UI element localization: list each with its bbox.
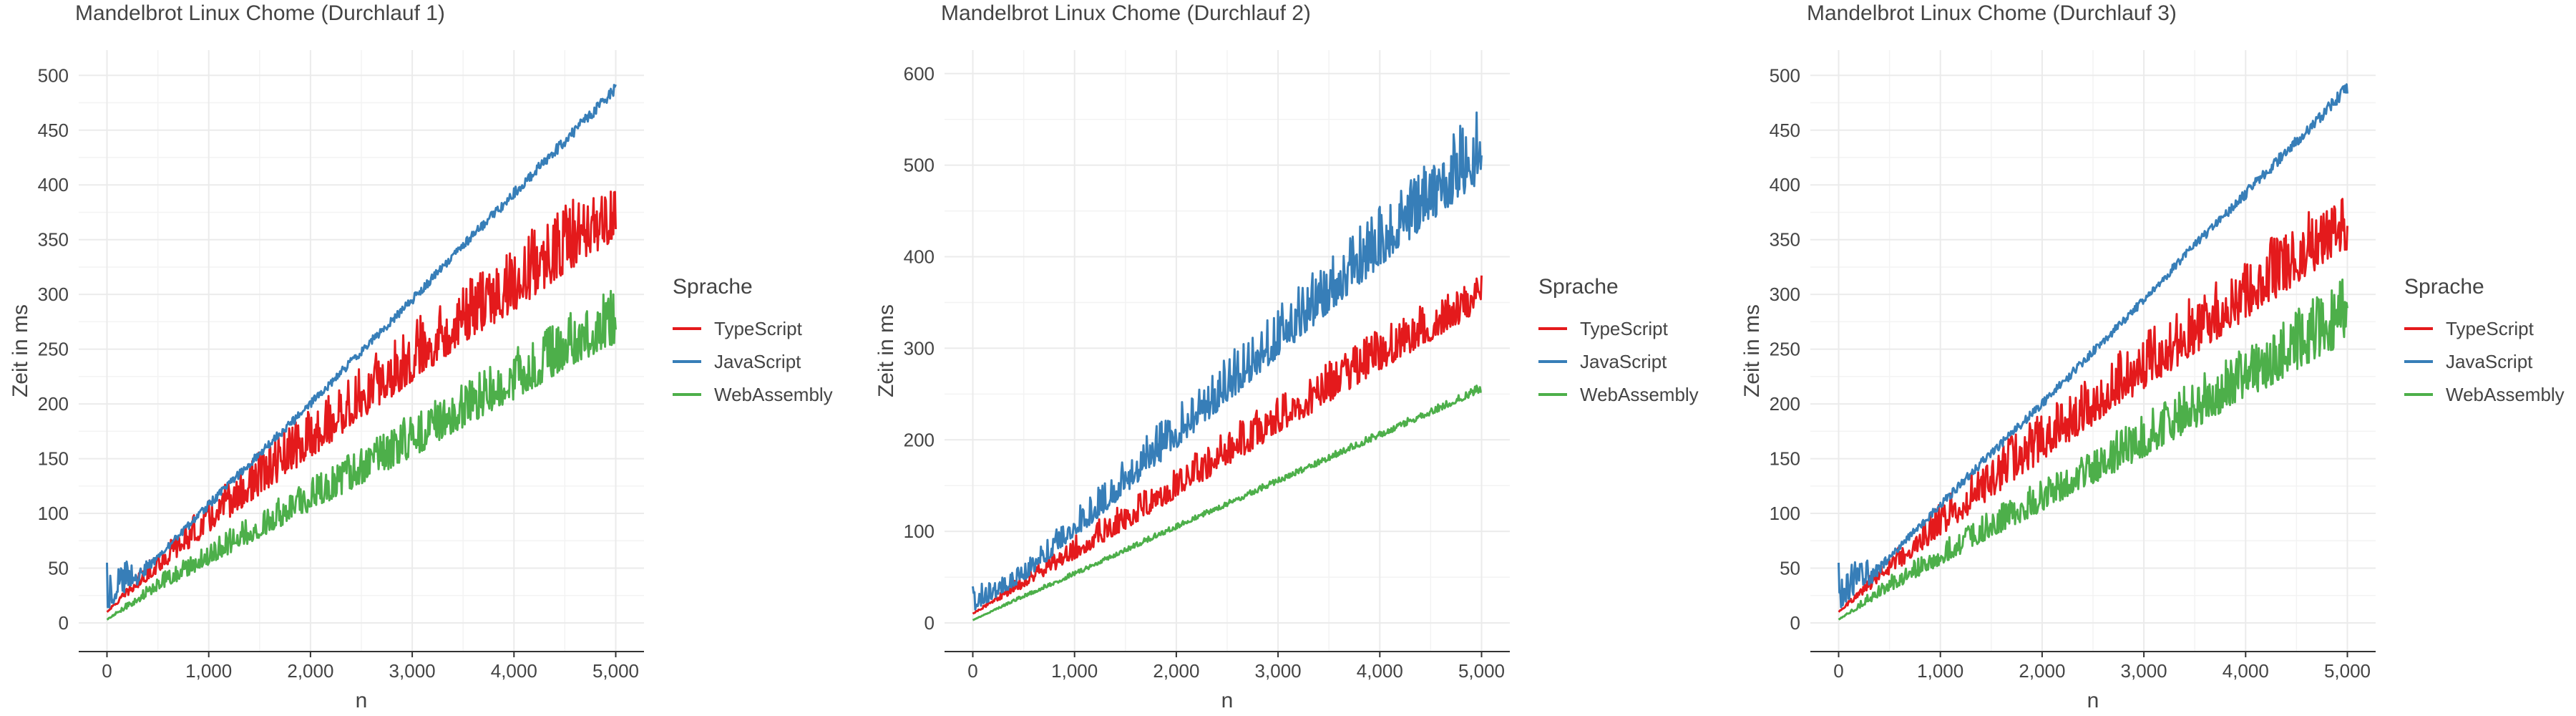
series-line-typescript [972, 275, 1483, 615]
y-tick-label: 0 [924, 612, 935, 634]
x-tick-label: 2,000 [2019, 660, 2065, 682]
chart-panel-1: Mandelbrot Linux Chome (Durchlauf 1) 0 1,0… [9, 1, 833, 712]
y-tick-label: 250 [1770, 339, 1800, 360]
y-tick-label: 0 [1790, 612, 1800, 634]
series-line-webassembly [106, 289, 617, 621]
y-tick-label: 350 [38, 229, 69, 251]
legend-title: Sprache [673, 275, 753, 299]
x-tick-label: 1,000 [1917, 660, 1963, 682]
chart-panel-3: Mandelbrot Linux Chome (Durchlauf 3) 0 1,0… [1740, 1, 2565, 712]
legend-label: JavaScript [714, 351, 801, 372]
series-line-webassembly [1838, 279, 2348, 621]
x-tick-label: 5,000 [592, 660, 639, 682]
y-tick-label: 300 [1770, 284, 1800, 305]
legend-label: WebAssembly [714, 384, 833, 405]
x-tick-label: 5,000 [2324, 660, 2371, 682]
legend-title: Sprache [1538, 275, 1619, 299]
y-axis-label: Zeit in ms [9, 304, 32, 397]
series-line-typescript [1838, 198, 2348, 613]
x-tick-label: 4,000 [2223, 660, 2269, 682]
y-tick-label: 600 [904, 63, 935, 84]
y-tick-label: 400 [38, 174, 69, 195]
y-tick-label: 300 [904, 337, 935, 359]
y-tick-label: 200 [1770, 393, 1800, 415]
y-tick-label: 100 [38, 503, 69, 524]
y-tick-label: 450 [1770, 120, 1800, 141]
y-tick-label: 0 [59, 612, 69, 634]
series-line-webassembly [972, 384, 1482, 621]
x-tick-label: 1,000 [1051, 660, 1098, 682]
series-line-typescript [106, 190, 617, 613]
x-tick-label: 1,000 [185, 660, 232, 682]
y-tick-label: 200 [904, 429, 935, 450]
legend-label: WebAssembly [2446, 384, 2565, 405]
y-tick-label: 150 [38, 448, 69, 470]
y-tick-label: 150 [1770, 448, 1800, 470]
y-tick-label: 350 [1770, 229, 1800, 251]
legend-label: TypeScript [2446, 318, 2534, 339]
x-tick-label: 5,000 [1458, 660, 1505, 682]
y-tick-label: 200 [38, 393, 69, 415]
y-tick-label: 450 [38, 120, 69, 141]
y-tick-label: 300 [38, 284, 69, 305]
y-tick-label: 500 [38, 64, 69, 86]
legend-label: JavaScript [2446, 351, 2533, 372]
x-tick-label: 2,000 [287, 660, 333, 682]
x-tick-label: 4,000 [491, 660, 537, 682]
y-axis-label: Zeit in ms [1740, 304, 1764, 397]
x-tick-label: 0 [102, 660, 112, 682]
series-line-javascript [1838, 83, 2348, 609]
legend-label: JavaScript [1580, 351, 1667, 372]
x-tick-label: 3,000 [1255, 660, 1302, 682]
y-tick-label: 100 [1770, 503, 1800, 524]
y-tick-label: 50 [48, 558, 69, 579]
legend-label: TypeScript [1580, 318, 1669, 339]
y-axis-label: Zeit in ms [874, 304, 898, 397]
y-tick-label: 100 [904, 521, 935, 542]
y-tick-label: 400 [1770, 174, 1800, 195]
x-tick-label: 2,000 [1153, 660, 1199, 682]
y-tick-label: 500 [1770, 64, 1800, 86]
chart-panel-2: Mandelbrot Linux Chome (Durchlauf 2) 0 1,0… [874, 1, 1699, 712]
chart-title: Mandelbrot Linux Chome (Durchlauf 2) [941, 1, 1311, 25]
x-axis-label: n [356, 689, 368, 712]
legend-label: TypeScript [714, 318, 803, 339]
legend-label: WebAssembly [1580, 384, 1699, 405]
x-tick-label: 3,000 [389, 660, 436, 682]
y-tick-label: 400 [904, 246, 935, 268]
series-line-javascript [106, 84, 617, 609]
chart-title: Mandelbrot Linux Chome (Durchlauf 1) [75, 1, 445, 25]
y-tick-label: 50 [1780, 558, 1800, 579]
series-line-javascript [972, 111, 1483, 611]
x-tick-label: 3,000 [2121, 660, 2167, 682]
x-tick-label: 4,000 [1357, 660, 1403, 682]
x-tick-label: 0 [967, 660, 977, 682]
x-axis-label: n [1221, 689, 1234, 712]
y-tick-label: 250 [38, 339, 69, 360]
legend-title: Sprache [2404, 275, 2484, 299]
x-tick-label: 0 [1833, 660, 1843, 682]
x-axis-label: n [2087, 689, 2099, 712]
chart-title: Mandelbrot Linux Chome (Durchlauf 3) [1807, 1, 2177, 25]
y-tick-label: 500 [904, 155, 935, 176]
